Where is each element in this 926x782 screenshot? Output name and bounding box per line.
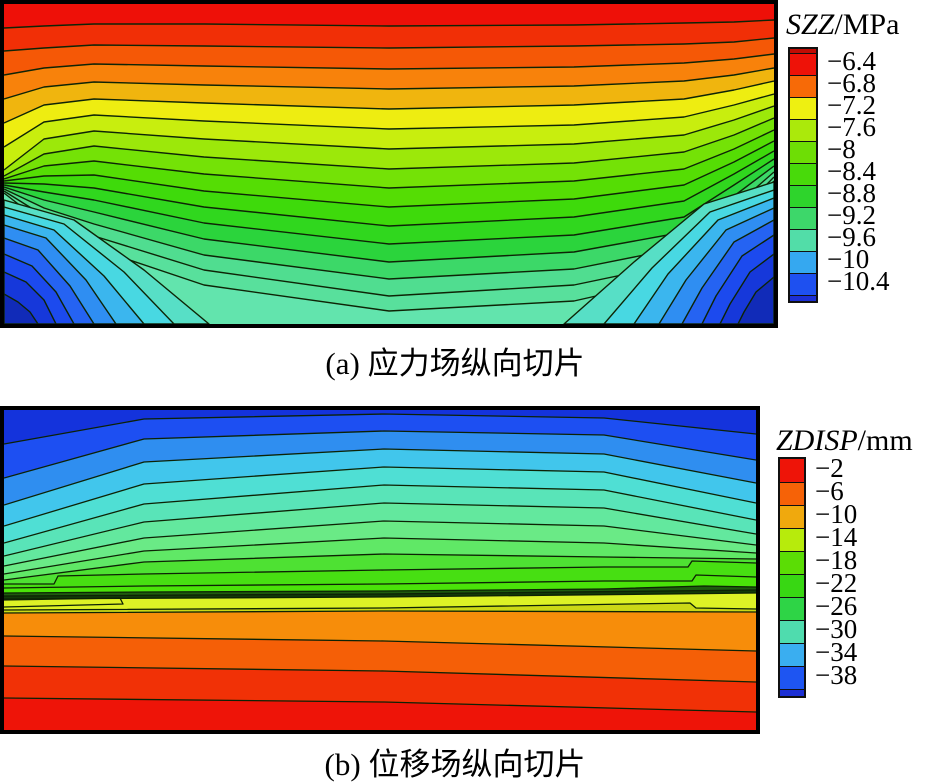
stress-contour-svg [4,4,774,324]
stress-colorbar: −6.4 −6.8 −7.2 −7.6 −8 −8.4 −8.8 −9.2 −9.6 −10 −10… [788,47,889,303]
stress-contour-plot [0,0,778,328]
displacement-contour-plot [0,406,760,734]
stress-unit-label: /MPa [834,8,900,41]
displacement-contour-svg [4,410,756,730]
displacement-unit-label: /mm [857,424,913,457]
displacement-colorbar-title: ZDISP/mm [776,424,913,458]
caption-panel-b: (b) 位移场纵向切片 [324,747,586,782]
displacement-colorbar: −2 −6 −10 −14 −18 −22 −26 −30 −34 −38 [778,454,857,698]
caption-panel-a: (a) 应力场纵向切片 [325,346,585,381]
displacement-variable-label: ZDISP [776,424,858,457]
stress-variable-label: SZZ [786,8,835,41]
stress-colorbar-title: SZZ/MPa [786,8,899,42]
